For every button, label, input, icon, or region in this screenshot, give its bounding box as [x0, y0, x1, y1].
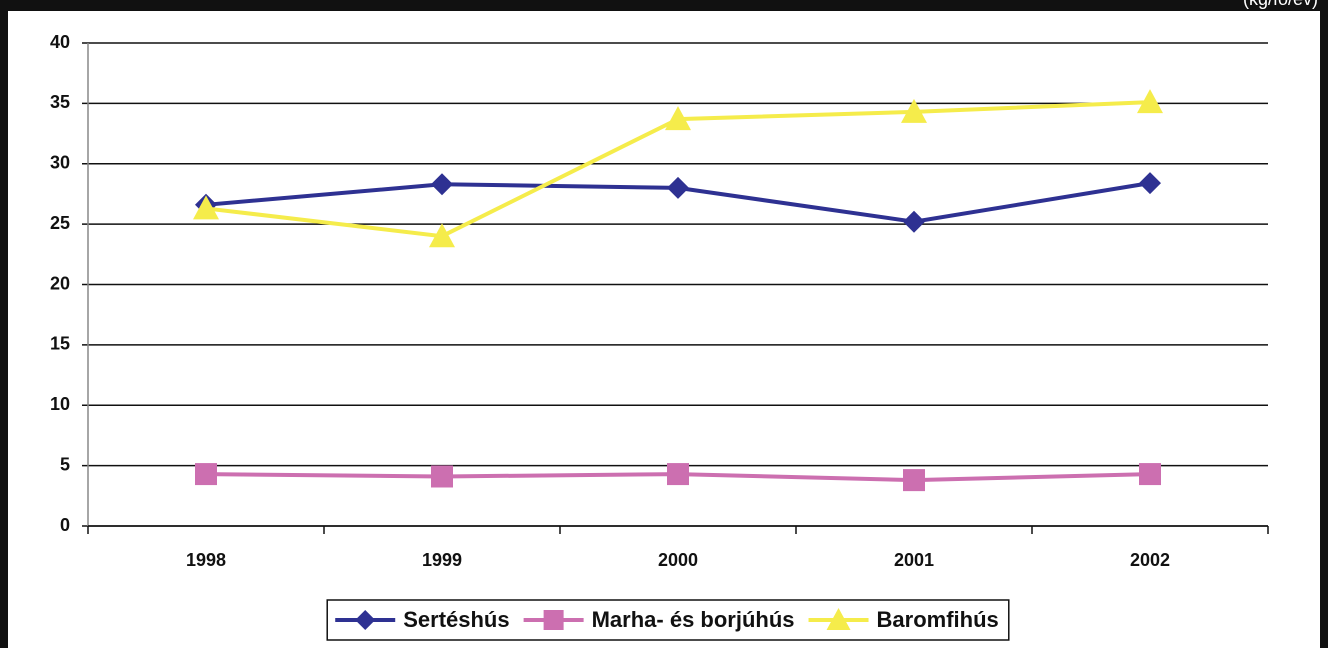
marker-triangle: [826, 608, 851, 630]
y-tick-label: 25: [50, 213, 70, 233]
marker-diamond: [431, 173, 453, 196]
x-tick-label: 2001: [894, 550, 934, 570]
marker-diamond: [1139, 172, 1161, 195]
marker-diamond: [903, 210, 925, 233]
marker-diamond: [355, 610, 376, 630]
x-tick-label: 2002: [1130, 550, 1170, 570]
y-tick-label: 10: [50, 394, 70, 414]
y-tick-label: 30: [50, 153, 70, 173]
legend-label: Marha- és borjúhús: [592, 607, 795, 632]
y-tick-label: 5: [60, 454, 70, 474]
header-bar: [0, 0, 1328, 11]
y-tick-label: 35: [50, 92, 70, 112]
marker-triangle: [429, 223, 455, 248]
y-tick-label: 40: [50, 32, 70, 52]
marker-triangle: [1137, 89, 1163, 114]
x-tick-label: 1998: [186, 550, 226, 570]
legend-label: Baromfihús: [877, 607, 999, 632]
marker-square: [543, 610, 564, 630]
x-tick-label: 2000: [658, 550, 698, 570]
y-tick-label: 20: [50, 273, 70, 293]
x-tick-label: 1999: [422, 550, 462, 570]
marker-triangle: [193, 195, 219, 220]
marker-square: [1139, 463, 1161, 486]
marker-square: [667, 463, 689, 486]
marker-diamond: [667, 176, 689, 199]
marker-square: [431, 465, 453, 488]
y-tick-label: 0: [60, 515, 70, 535]
legend-label: Sertéshús: [403, 607, 509, 632]
marker-square: [195, 463, 217, 486]
marker-triangle: [901, 98, 927, 123]
left-border: [0, 11, 8, 648]
right-border: [1320, 11, 1328, 648]
marker-triangle: [665, 106, 691, 131]
subtitle: (kg/fő/év): [1243, 0, 1318, 9]
y-tick-label: 15: [50, 334, 70, 354]
marker-square: [903, 469, 925, 492]
legend-box: [326, 599, 1010, 641]
legend: Sertéshús Marha- és borjúhús Baromfihús: [326, 599, 1010, 641]
